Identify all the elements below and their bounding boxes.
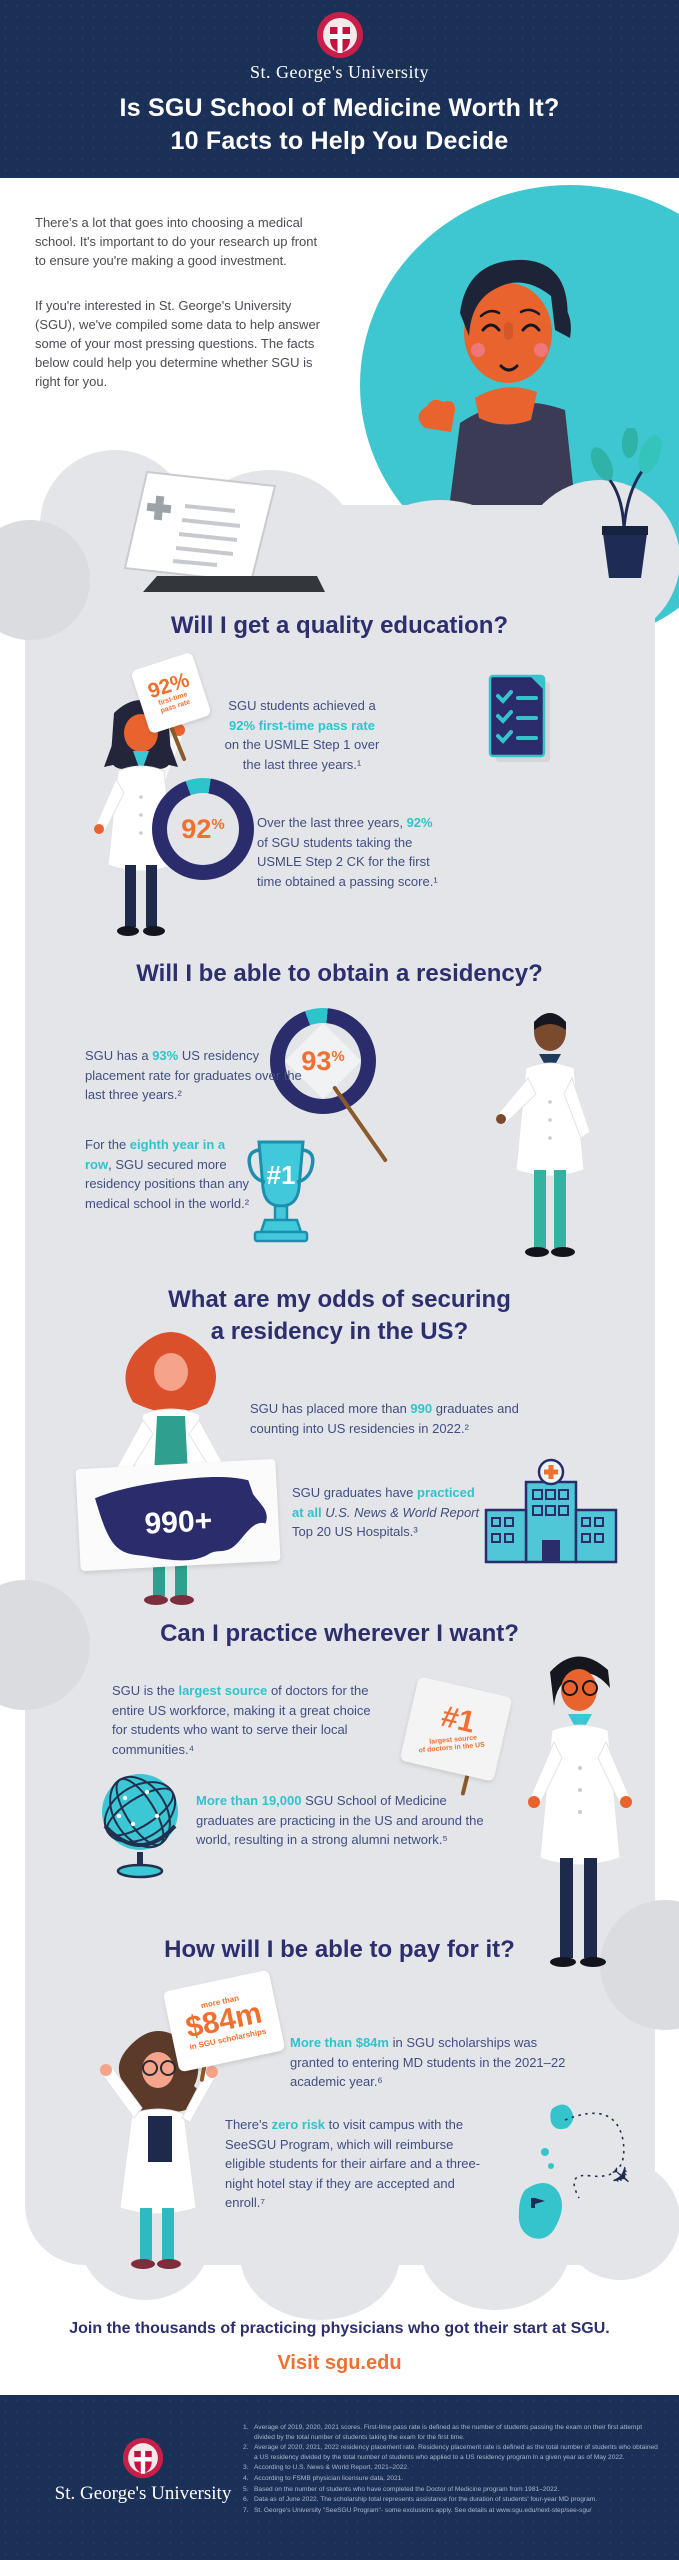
fact-highlight: More than 19,000 [196,1793,302,1808]
globe-icon [102,1774,178,1879]
cloud-puff [560,2160,679,2280]
cloud-puff [340,500,540,680]
fact-italic: U.S. News & World Report [325,1504,480,1520]
checklist-icon [488,674,550,762]
cta-line: Join the thousands of practicing physici… [69,2320,610,2337]
cta-link-sgu-edu[interactable]: Visit sgu.edu [277,2352,402,2374]
trophy-icon: #1 [247,1140,315,1243]
fact-text: of SGU students taking the USMLE Step 2 … [257,834,438,889]
fact-highlight: eighth year in a row [85,1137,226,1172]
fact-eighth-year: For the eighth year in a row, SGU secure… [85,1135,255,1213]
footnote-1: Average of 2019, 2020, 2021 scores. Firs… [243,2423,643,2441]
fact-text: SGU is the [112,1683,179,1698]
fact-text: Top 20 US Hospitals.³ [292,1524,418,1539]
question-heading-2: Will I be able to obtain a residency? [136,960,543,987]
fact-text: in SGU scholarships was granted to enter… [290,2035,566,2089]
donut-hole: 93% [284,1022,362,1100]
header-band: St. George's University Is SGU School of… [0,0,679,178]
footer-sgu-crest-logo [122,2437,164,2479]
fact-text: SGU School of Medicine graduates are pra… [196,1793,484,1847]
fact-highlight: practiced at all [292,1485,475,1520]
doctor-illustration-4 [528,1656,632,1967]
fact-text: of doctors for the entire US workforce, … [112,1683,371,1757]
sign-no1-small2: of doctors in the US [418,1741,485,1755]
grenada-map-illustration: ✈ [518,2104,639,2239]
fact-highlight: 990 [410,1401,433,1416]
question-heading-3-line1: What are my odds of securing [168,1286,511,1313]
hospital-icon [484,1458,618,1564]
sgu-crest-logo [317,12,363,58]
fact-text: , SGU secured more residency positions t… [85,1156,250,1211]
usmle-step2-donut-chart: 92% [152,778,254,880]
footnote-4: According to FSMB physician licensure da… [243,2474,404,2483]
fact-seesgu: There's zero risk to visit campus with t… [225,2115,490,2213]
donut-hole: 92% [167,793,239,865]
question-heading-3-line2: a residency in the US? [210,1318,469,1345]
question-heading-4: Can I practice wherever I want? [160,1620,519,1647]
page-title-line2: 10 Facts to Help You Decide [170,127,509,155]
doctor-illustration-2 [496,1013,591,1257]
footer-university-name: St. George's University [54,2483,232,2504]
fact-text: SGU has a [85,1048,153,1063]
us-map-banner: 990+ [75,1458,281,1572]
fact-highlight: largest source [178,1683,268,1698]
fact-residency-placement: SGU has a 93% US residency placement rat… [85,1046,305,1105]
plant-illustration [590,428,662,578]
intro-paragraph-1: There's a lot that goes into choosing a … [35,215,318,268]
airplane-icon: ✈ [603,2158,639,2195]
intro-paragraph-2: If you're interested in St. George's Uni… [35,298,320,389]
footnotes-list: Average of 2019, 2020, 2021 scores. Firs… [243,2423,663,2516]
footer-band: St. George's University Average of 2019,… [0,2395,679,2560]
fact-largest-source: SGU is the largest source of doctors for… [112,1681,387,1759]
fact-text: graduates and counting into US residenci… [250,1401,519,1436]
fact-usmle-step2: Over the last three years, 92% of SGU st… [257,813,442,891]
doctor-illustration-5 [100,2031,218,2269]
footnote-3: According to U.S. News & World Report, 2… [243,2463,409,2472]
laptop-document-illustration [123,470,325,592]
fact-highlight: 93% [152,1048,179,1063]
fact-top-hospitals: SGU graduates have practiced at all U.S.… [292,1483,482,1542]
residency-donut-chart: 93% [270,1008,376,1114]
fact-text: SGU students achieved a [228,698,376,713]
fact-highlight: 92% [406,815,433,830]
fact-text: SGU graduates have [292,1485,418,1500]
sign-no1-big: #1 [438,1699,479,1740]
footnote-2: Average of 2020, 2021, 2022 residency pl… [243,2443,658,2461]
fact-text: on the USMLE Step 1 over the last three … [224,737,380,772]
trophy-number: #1 [267,1160,296,1190]
question-heading-1: Will I get a quality education? [170,612,509,639]
footnote-6: Data as of June 2022. The scholarship to… [243,2495,598,2504]
fact-alumni-network: More than 19,000 SGU School of Medicine … [196,1791,486,1850]
page-title-line1: Is SGU School of Medicine Worth It? [119,94,560,122]
us-map-label: 990+ [144,1504,213,1540]
fact-text: For the [85,1137,130,1152]
fact-highlight: More than $84m [290,2035,389,2050]
fact-scholarships: More than $84m in SGU scholarships was g… [290,2033,580,2092]
donut-1-value: 92% [181,813,225,844]
fact-usmle-step1: SGU students achieved a 92% first-time p… [222,696,382,774]
fact-text: to visit campus with the SeeSGU Program,… [225,2117,481,2210]
us-map-shape: 990+ [95,1477,267,1561]
fact-highlight: 92% first-time pass rate [229,717,375,733]
fact-highlight: zero risk [271,2117,326,2132]
fact-text: Over the last three years, [257,815,407,830]
footnote-7: St. George's University "SeeSGU Program"… [243,2506,592,2515]
fact-text: US residency placement rate for graduate… [85,1048,302,1102]
question-heading-5: How will I be able to pay for it? [164,1936,515,1963]
cloud-puff [520,480,679,640]
cloud-puff [240,2190,400,2320]
header-university-name: St. George's University [250,62,429,82]
donut-2-value: 93% [301,1045,345,1076]
fact-text: There's [225,2117,272,2132]
fact-text: SGU has placed more than [250,1401,411,1416]
fact-990-graduates: SGU has placed more than 990 graduates a… [250,1399,555,1438]
footnote-5: Based on the number of students who have… [243,2485,560,2494]
